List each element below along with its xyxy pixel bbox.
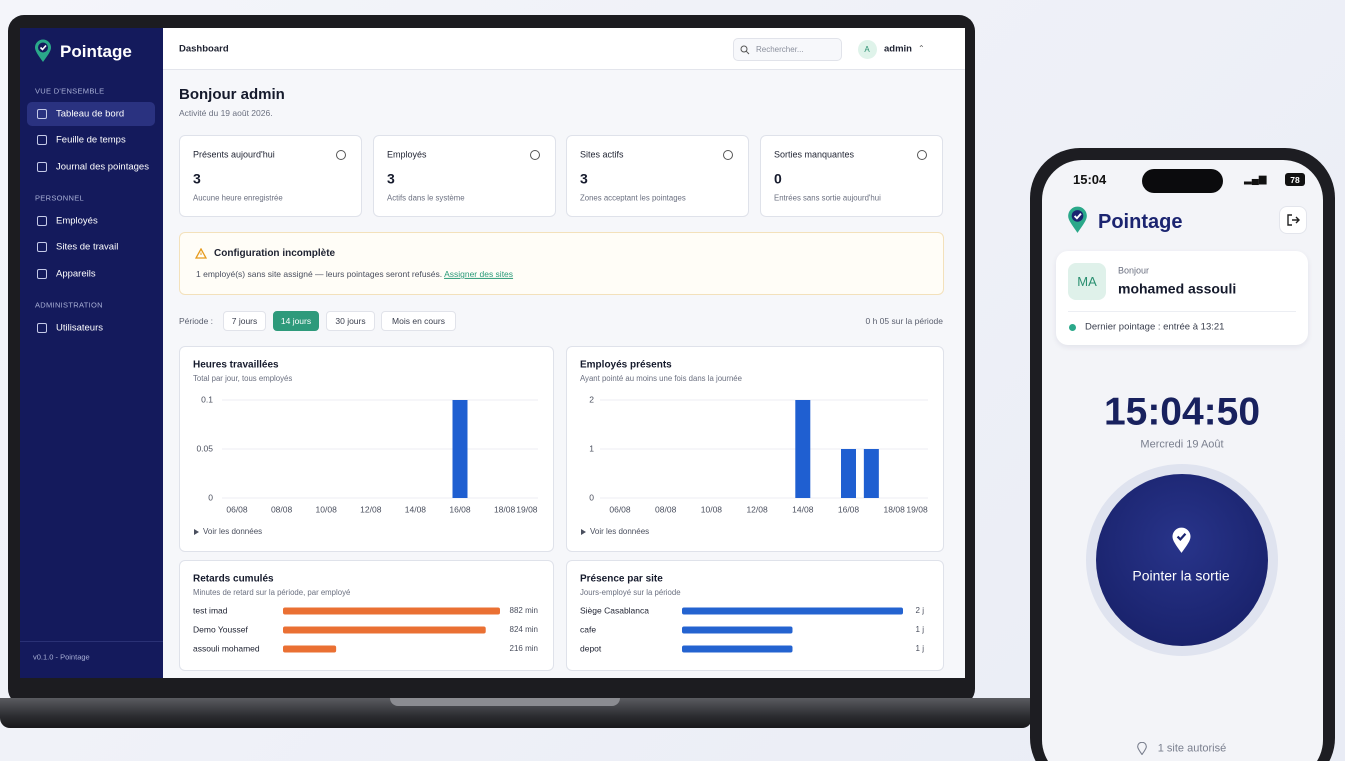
sidebar-section-title: PERSONNEL: [35, 193, 84, 203]
chart-card: [566, 346, 944, 552]
chart-card: [179, 346, 554, 552]
stat-card: [566, 135, 749, 217]
period-option-label[interactable]: 7 jours: [231, 315, 258, 326]
stat-card: [179, 135, 362, 217]
alert-text: 1 employé(s) sans site assigné — leurs p…: [196, 269, 513, 279]
alert-icon: [195, 248, 207, 259]
status-dot: [1069, 324, 1076, 331]
sidebar-footer-line: [20, 641, 163, 642]
logout-icon: [1287, 214, 1300, 226]
sidebar-item-icon: [37, 161, 47, 172]
phone-greeting: Bonjour: [1118, 265, 1150, 276]
period-option-label[interactable]: 30 jours: [335, 315, 366, 326]
stat-note: Zones acceptant les pointages: [580, 193, 686, 203]
stat-icon: [723, 150, 733, 160]
greeting-subtitle: Activité du 19 août 2026.: [179, 107, 273, 118]
sidebar: [20, 28, 163, 678]
stat-note: Actifs dans le système: [387, 193, 465, 203]
alert-box: [179, 232, 944, 295]
phone-avatar: [1068, 263, 1106, 300]
sidebar-item[interactable]: Appareils: [56, 267, 96, 279]
topbar: [163, 28, 965, 70]
period-option[interactable]: [326, 311, 375, 331]
last-punch: Dernier pointage : entrée à 13:21: [1085, 321, 1225, 333]
brand: Pointage: [60, 41, 132, 61]
period-option[interactable]: [273, 311, 319, 331]
stat-note: Entrées sans sortie aujourd'hui: [774, 193, 881, 203]
footer-pin-icon: [1137, 742, 1147, 755]
search-placeholder[interactable]: Rechercher...: [756, 45, 804, 55]
stat-label: Employés: [387, 149, 427, 160]
sidebar-item[interactable]: Employés: [56, 215, 98, 227]
sidebar-item[interactable]: Sites de travail: [56, 241, 119, 253]
stat-label: Présents aujourd'hui: [193, 149, 275, 160]
sidebar-section-title: ADMINISTRATION: [35, 300, 103, 310]
battery: [1285, 173, 1305, 186]
stat-value: 3: [193, 170, 201, 187]
user-name[interactable]: admin: [884, 43, 912, 55]
user-avatar-letter: A: [864, 45, 870, 55]
chart-card: [566, 560, 944, 671]
search-box[interactable]: [733, 38, 842, 61]
sidebar-item[interactable]: Journal des pointages: [56, 160, 149, 172]
period-summary: 0 h 05 sur la période: [865, 315, 944, 326]
sidebar-item[interactable]: Tableau de bord: [56, 108, 125, 120]
laptop-notch: [390, 698, 620, 706]
signal-icon: ▂▄▆: [1244, 174, 1267, 185]
phone-user-name: mohamed assouli: [1118, 280, 1237, 297]
sidebar-item[interactable]: Utilisateurs: [56, 322, 103, 334]
clock-date: Mercredi 19 Août: [1140, 438, 1224, 451]
stat-note: Aucune heure enregistrée: [193, 193, 283, 203]
sidebar-item-icon: [37, 322, 47, 333]
logo-icon: [35, 39, 51, 62]
stat-label: Sorties manquantes: [774, 149, 855, 160]
period-option-label[interactable]: 14 jours: [280, 315, 312, 326]
punch-button[interactable]: [1096, 474, 1268, 646]
phone-avatar-initials: MA: [1077, 274, 1097, 290]
period-label: Période :: [179, 315, 214, 326]
dynamic-island: [1142, 169, 1223, 193]
phone-brand: Pointage: [1098, 211, 1183, 233]
stat-icon: [917, 150, 927, 160]
sidebar-item-icon: [37, 268, 47, 279]
battery-level: 78: [1290, 174, 1300, 185]
stat-label: Sites actifs: [580, 149, 624, 160]
punch-button-label[interactable]: Pointer la sortie: [1132, 567, 1230, 584]
status-time: 15:04: [1073, 172, 1107, 188]
greeting-title: Bonjour admin: [179, 86, 285, 103]
sidebar-item[interactable]: Feuille de temps: [56, 134, 126, 146]
stat-value: 3: [580, 170, 588, 187]
period-option-label[interactable]: Mois en cours: [392, 315, 445, 326]
sidebar-item-active[interactable]: [27, 102, 155, 126]
phone-footer: 1 site autorisé: [1157, 742, 1227, 755]
clock: 15:04:50: [1103, 390, 1261, 434]
sidebar-item-icon: [37, 109, 47, 119]
stat-card: [373, 135, 556, 217]
phone-logo-icon: [1068, 206, 1087, 233]
user-avatar[interactable]: [858, 40, 877, 59]
search-icon: [740, 45, 750, 55]
alert-link[interactable]: Assigner des sites: [444, 268, 514, 279]
sidebar-item-icon: [37, 135, 47, 146]
sidebar-section-title: VUE D'ENSEMBLE: [35, 86, 105, 96]
stat-value: 0: [774, 170, 782, 187]
version: v0.1.0 - Pointage: [33, 652, 90, 662]
stat-card: [760, 135, 943, 217]
period-option[interactable]: [223, 311, 266, 331]
sidebar-item-icon: [37, 215, 47, 226]
page-title: Dashboard: [179, 43, 229, 55]
sidebar-item-icon: [37, 242, 47, 253]
punch-icon: [1172, 527, 1191, 553]
alert-message: 1 employé(s) sans site assigné — leurs p…: [196, 268, 443, 279]
stat-icon: [530, 150, 540, 160]
chart-card: [179, 560, 554, 671]
user-card-divider: [1068, 311, 1296, 312]
user-caret: ⌃: [918, 44, 925, 54]
stat-value: 3: [387, 170, 395, 187]
period-option[interactable]: [381, 311, 456, 331]
alert-title: Configuration incomplète: [214, 248, 336, 259]
stat-icon: [336, 150, 346, 160]
